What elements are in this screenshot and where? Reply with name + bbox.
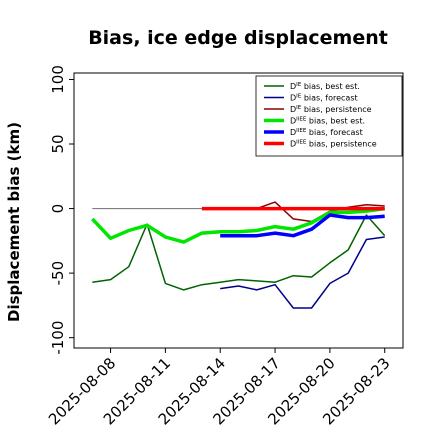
series-line-0 [92, 214, 386, 291]
legend-entry-5: DIIEE bias, persistence [290, 140, 377, 149]
plot-frame [73, 72, 404, 349]
series-layer [91, 201, 386, 309]
legend: DIE bias, best est. DIE bias, forecast DIE… [255, 75, 403, 157]
series-line-4 [220, 213, 385, 238]
legend-entry-2: DIE bias, persistence [290, 105, 372, 114]
chart-title: Bias, ice edge displacement [88, 27, 388, 49]
series-line-1 [220, 236, 385, 309]
y-tick-label: -50 [49, 261, 67, 286]
y-axis-label: Displacement bias (km) [5, 122, 23, 322]
y-tick-label: -100 [49, 321, 67, 355]
y-tick-label: 50 [49, 134, 67, 153]
legend-entry-0: DIE bias, best est. [290, 82, 360, 91]
series-line-3 [91, 206, 385, 244]
legend-entry-3: DIIEE bias, best est. [290, 117, 365, 126]
y-tick-label: 100 [49, 65, 67, 94]
legend-entry-4: DIIEE bias, forecast [290, 128, 363, 137]
y-tick-label: 0 [49, 204, 67, 214]
legend-entry-1: DIE bias, forecast [290, 94, 358, 103]
